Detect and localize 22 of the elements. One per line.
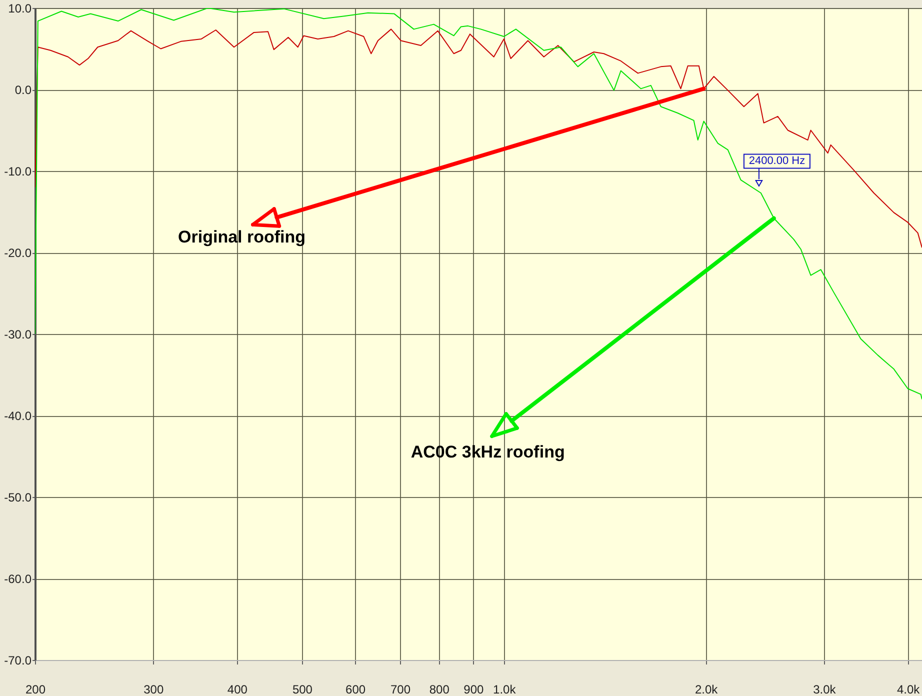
y-tick-label: -60.0 (4, 572, 32, 586)
x-tick-label: 1.0k (493, 682, 517, 696)
annotation: 2400.00 Hz (748, 155, 806, 168)
x-tick-label: 3.0k (813, 682, 837, 696)
y-tick-label: -70.0 (4, 654, 32, 668)
y-tick-label: -10.0 (4, 164, 32, 178)
y-tick-label: -40.0 (4, 409, 32, 423)
y-tick-label: -20.0 (4, 246, 32, 260)
x-tick-label: 600 (346, 682, 366, 696)
y-tick-label: -30.0 (4, 328, 32, 342)
x-tick-label: 4.0k (896, 682, 921, 696)
y-tick-label: 0.0 (14, 83, 32, 97)
x-tick-label: 700 (390, 682, 411, 696)
x-tick-label: 300 (144, 682, 164, 696)
x-tick-label: 800 (429, 682, 450, 696)
x-tick-label: 200 (25, 682, 46, 696)
y-tick-label: 10.0 (8, 2, 32, 16)
x-tick-label: 500 (292, 682, 313, 696)
x-tick-label: 400 (227, 682, 248, 696)
x-tick-label: 2.0k (695, 682, 719, 696)
y-tick-label: -50.0 (4, 490, 32, 504)
x-tick-label: 900 (464, 682, 484, 696)
